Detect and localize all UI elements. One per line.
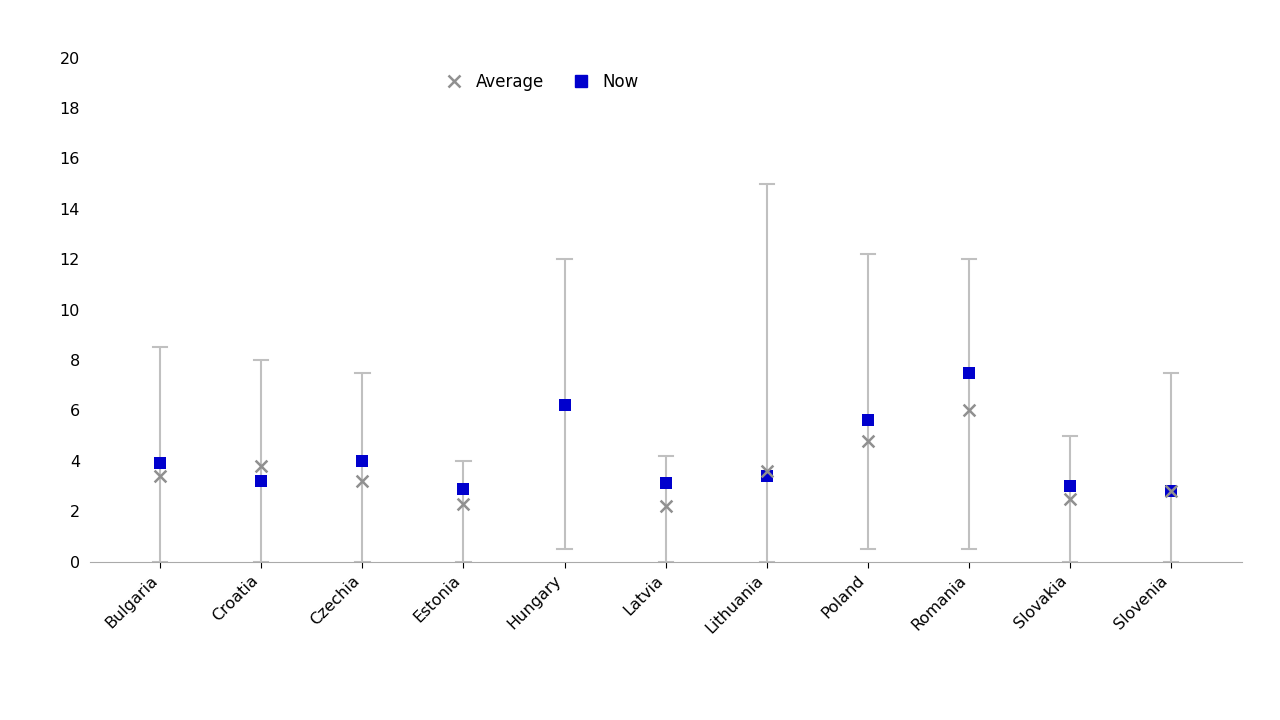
Point bbox=[554, 400, 575, 411]
Point bbox=[959, 405, 979, 416]
Point bbox=[453, 482, 474, 494]
Point bbox=[1161, 485, 1181, 497]
Point bbox=[251, 460, 271, 472]
Legend: Average, Now: Average, Now bbox=[431, 66, 645, 97]
Point bbox=[352, 455, 372, 467]
Point bbox=[756, 465, 777, 477]
Point bbox=[655, 478, 676, 490]
Point bbox=[858, 435, 878, 446]
Point bbox=[453, 498, 474, 510]
Point bbox=[756, 470, 777, 482]
Point bbox=[959, 367, 979, 379]
Point bbox=[1060, 480, 1080, 492]
Point bbox=[150, 470, 170, 482]
Point bbox=[352, 475, 372, 487]
Point bbox=[655, 500, 676, 512]
Point bbox=[1161, 485, 1181, 497]
Point bbox=[150, 458, 170, 469]
Point bbox=[251, 475, 271, 487]
Point bbox=[858, 415, 878, 426]
Point bbox=[1060, 492, 1080, 504]
